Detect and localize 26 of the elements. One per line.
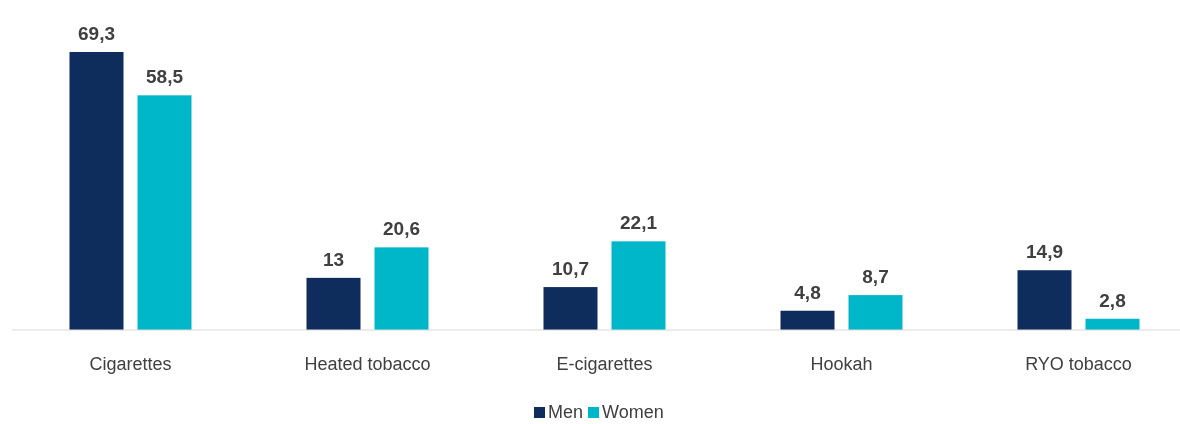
bar xyxy=(611,241,666,330)
legend-label: Women xyxy=(602,402,664,422)
x-tick-label: Hookah xyxy=(810,354,873,374)
data-label: 14,9 xyxy=(1026,241,1063,263)
data-label: 22,1 xyxy=(620,212,658,234)
legend-label: Men xyxy=(548,402,584,422)
bar xyxy=(374,247,429,330)
data-label: 20,6 xyxy=(383,218,420,240)
data-label: 13 xyxy=(322,248,345,270)
data-label: 58,5 xyxy=(146,66,184,88)
bar xyxy=(306,277,361,330)
bar xyxy=(137,95,192,330)
bar xyxy=(69,52,124,330)
x-tick-label: Heated tobacco xyxy=(304,354,431,374)
x-tick-label: E-cigarettes xyxy=(556,354,653,374)
data-label: 8,7 xyxy=(862,266,889,288)
bar xyxy=(1017,270,1072,330)
data-label: 2,8 xyxy=(1099,289,1126,311)
bar xyxy=(780,310,835,330)
data-label: 69,3 xyxy=(78,23,115,44)
x-tick-label: RYO tobacco xyxy=(1025,354,1132,374)
bar xyxy=(848,295,903,330)
data-label: 4,8 xyxy=(794,281,821,303)
bar xyxy=(543,287,598,330)
data-label: 10,7 xyxy=(552,258,589,280)
x-tick-label: Cigarettes xyxy=(89,354,172,374)
